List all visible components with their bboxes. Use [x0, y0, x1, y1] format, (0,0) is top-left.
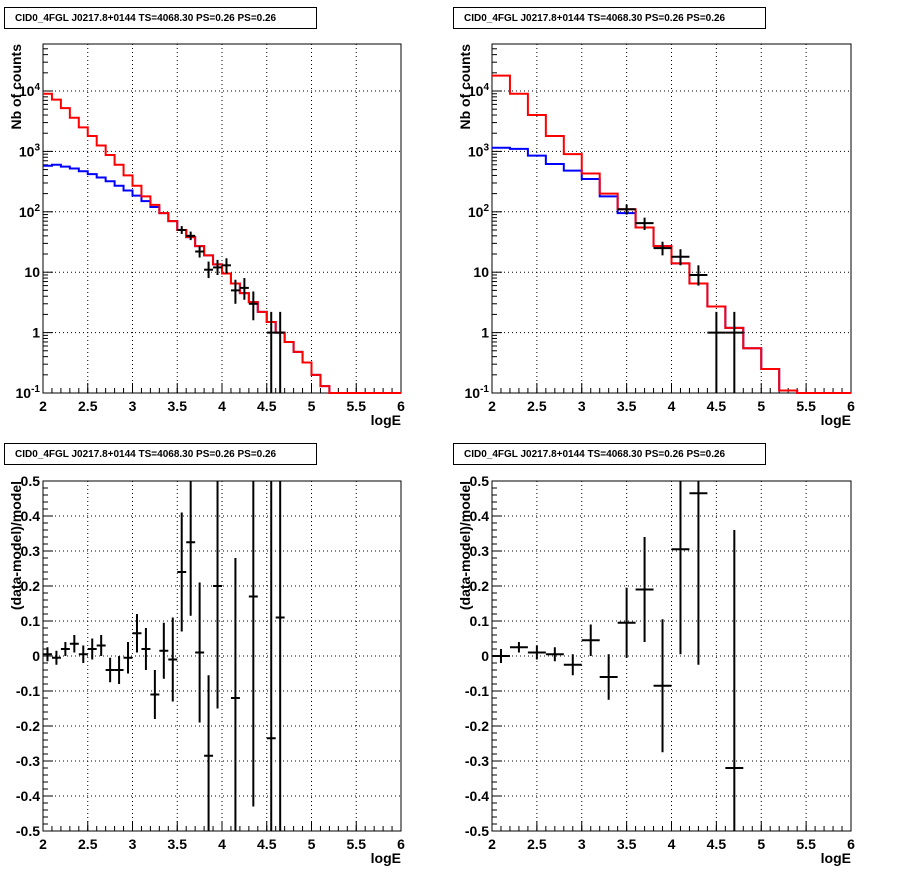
- y-tick-label: 0: [32, 648, 40, 664]
- x-tick-label: 5: [757, 398, 765, 414]
- x-tick-label: 4: [218, 836, 226, 852]
- x-tick-label: 4: [668, 398, 676, 414]
- y-tick-label: -0.2: [16, 718, 40, 734]
- y-tick-label: -0.4: [16, 788, 40, 804]
- y-tick-label: 0.5: [470, 473, 490, 489]
- panel-title-top-right: CID0_4FGL J0217.8+0144 TS=4068.30 PS=0.2…: [453, 7, 766, 29]
- y-tick-label: -0.2: [465, 718, 489, 734]
- y-tick-label: 0.1: [470, 613, 490, 629]
- x-tick-label: 2.5: [78, 836, 98, 852]
- y-tick-label: -0.1: [16, 683, 40, 699]
- x-tick-label: 5: [308, 836, 316, 852]
- x-tick-label: 2: [39, 398, 47, 414]
- y-tick-label: 0.1: [21, 613, 41, 629]
- x-tick-label: 5.5: [347, 398, 367, 414]
- x-tick-label: 4.5: [257, 398, 277, 414]
- y-tick-label: 10-1: [465, 384, 490, 401]
- x-tick-label: 2.5: [527, 836, 547, 852]
- y-tick-label: 0.3: [21, 543, 41, 559]
- y-tick-label: 0.4: [470, 508, 490, 524]
- x-axis-label: logE: [821, 850, 851, 866]
- y-tick-label: 1: [32, 325, 40, 341]
- panel-title-bottom-left: CID0_4FGL J0217.8+0144 TS=4068.30 PS=0.2…: [4, 443, 317, 465]
- y-tick-label: 1: [481, 325, 489, 341]
- x-tick-label: 2: [488, 398, 496, 414]
- y-tick-label: 0: [481, 648, 489, 664]
- x-tick-label: 4.5: [707, 836, 727, 852]
- y-tick-label: 102: [19, 203, 41, 220]
- model-histogram-line: [43, 163, 401, 394]
- panel-title-bottom-right: CID0_4FGL J0217.8+0144 TS=4068.30 PS=0.2…: [453, 443, 766, 465]
- y-tick-label: 103: [19, 142, 41, 159]
- y-tick-label: 104: [19, 82, 41, 99]
- y-tick-label: 0.2: [470, 578, 490, 594]
- y-axis-label: Nb of counts: [457, 44, 473, 130]
- y-tick-label: 10: [473, 264, 489, 280]
- x-tick-label: 5: [308, 398, 316, 414]
- panel-title-top-left: CID0_4FGL J0217.8+0144 TS=4068.30 PS=0.2…: [4, 7, 317, 29]
- x-tick-label: 3: [129, 836, 137, 852]
- x-tick-label: 6: [397, 836, 405, 852]
- chart-panel-2: [491, 43, 852, 394]
- y-tick-label: 0.4: [21, 508, 41, 524]
- y-axis-label: Nb of counts: [8, 44, 24, 130]
- x-tick-label: 4.5: [707, 398, 727, 414]
- y-tick-label: 0.3: [470, 543, 490, 559]
- x-tick-label: 5.5: [796, 398, 816, 414]
- x-tick-label: 6: [397, 398, 405, 414]
- y-tick-label: 10-1: [16, 384, 41, 401]
- y-axis-label: (data-model)/model: [457, 481, 473, 610]
- y-tick-label: 104: [468, 82, 490, 99]
- y-tick-label: -0.4: [465, 788, 489, 804]
- x-tick-label: 3: [578, 398, 586, 414]
- x-axis-label: logE: [371, 412, 401, 428]
- x-tick-label: 6: [847, 836, 855, 852]
- chart-panel-3: [42, 480, 402, 832]
- x-tick-label: 4: [218, 398, 226, 414]
- x-tick-label: 2.5: [527, 398, 547, 414]
- y-tick-label: 10: [24, 264, 40, 280]
- x-axis-label: logE: [371, 850, 401, 866]
- y-tick-label: 0.2: [21, 578, 41, 594]
- x-tick-label: 3.5: [617, 836, 637, 852]
- x-tick-label: 5: [757, 836, 765, 852]
- y-tick-label: 103: [468, 142, 490, 159]
- model-histogram-line: [43, 92, 401, 394]
- y-tick-label: -0.1: [465, 683, 489, 699]
- x-tick-label: 3.5: [168, 836, 188, 852]
- y-tick-label: -0.3: [465, 753, 489, 769]
- x-tick-label: 4.5: [257, 836, 277, 852]
- x-tick-label: 3: [129, 398, 137, 414]
- chart-panel-1: [42, 43, 402, 394]
- x-tick-label: 4: [668, 836, 676, 852]
- model-histogram-line: [492, 74, 851, 394]
- x-tick-label: 5.5: [347, 836, 367, 852]
- x-tick-label: 3.5: [617, 398, 637, 414]
- x-tick-label: 5.5: [796, 836, 816, 852]
- x-tick-label: 2.5: [78, 398, 98, 414]
- x-tick-label: 3: [578, 836, 586, 852]
- y-tick-label: 0.5: [21, 473, 41, 489]
- x-tick-label: 2: [488, 836, 496, 852]
- y-tick-label: 102: [468, 203, 490, 220]
- x-tick-label: 6: [847, 398, 855, 414]
- y-tick-label: -0.3: [16, 753, 40, 769]
- x-tick-label: 3.5: [168, 398, 188, 414]
- x-axis-label: logE: [821, 412, 851, 428]
- y-axis-label: (data-model)/model: [8, 481, 24, 610]
- y-tick-label: -0.5: [465, 823, 489, 839]
- y-tick-label: -0.5: [16, 823, 40, 839]
- x-tick-label: 2: [39, 836, 47, 852]
- chart-panel-4: [491, 480, 852, 832]
